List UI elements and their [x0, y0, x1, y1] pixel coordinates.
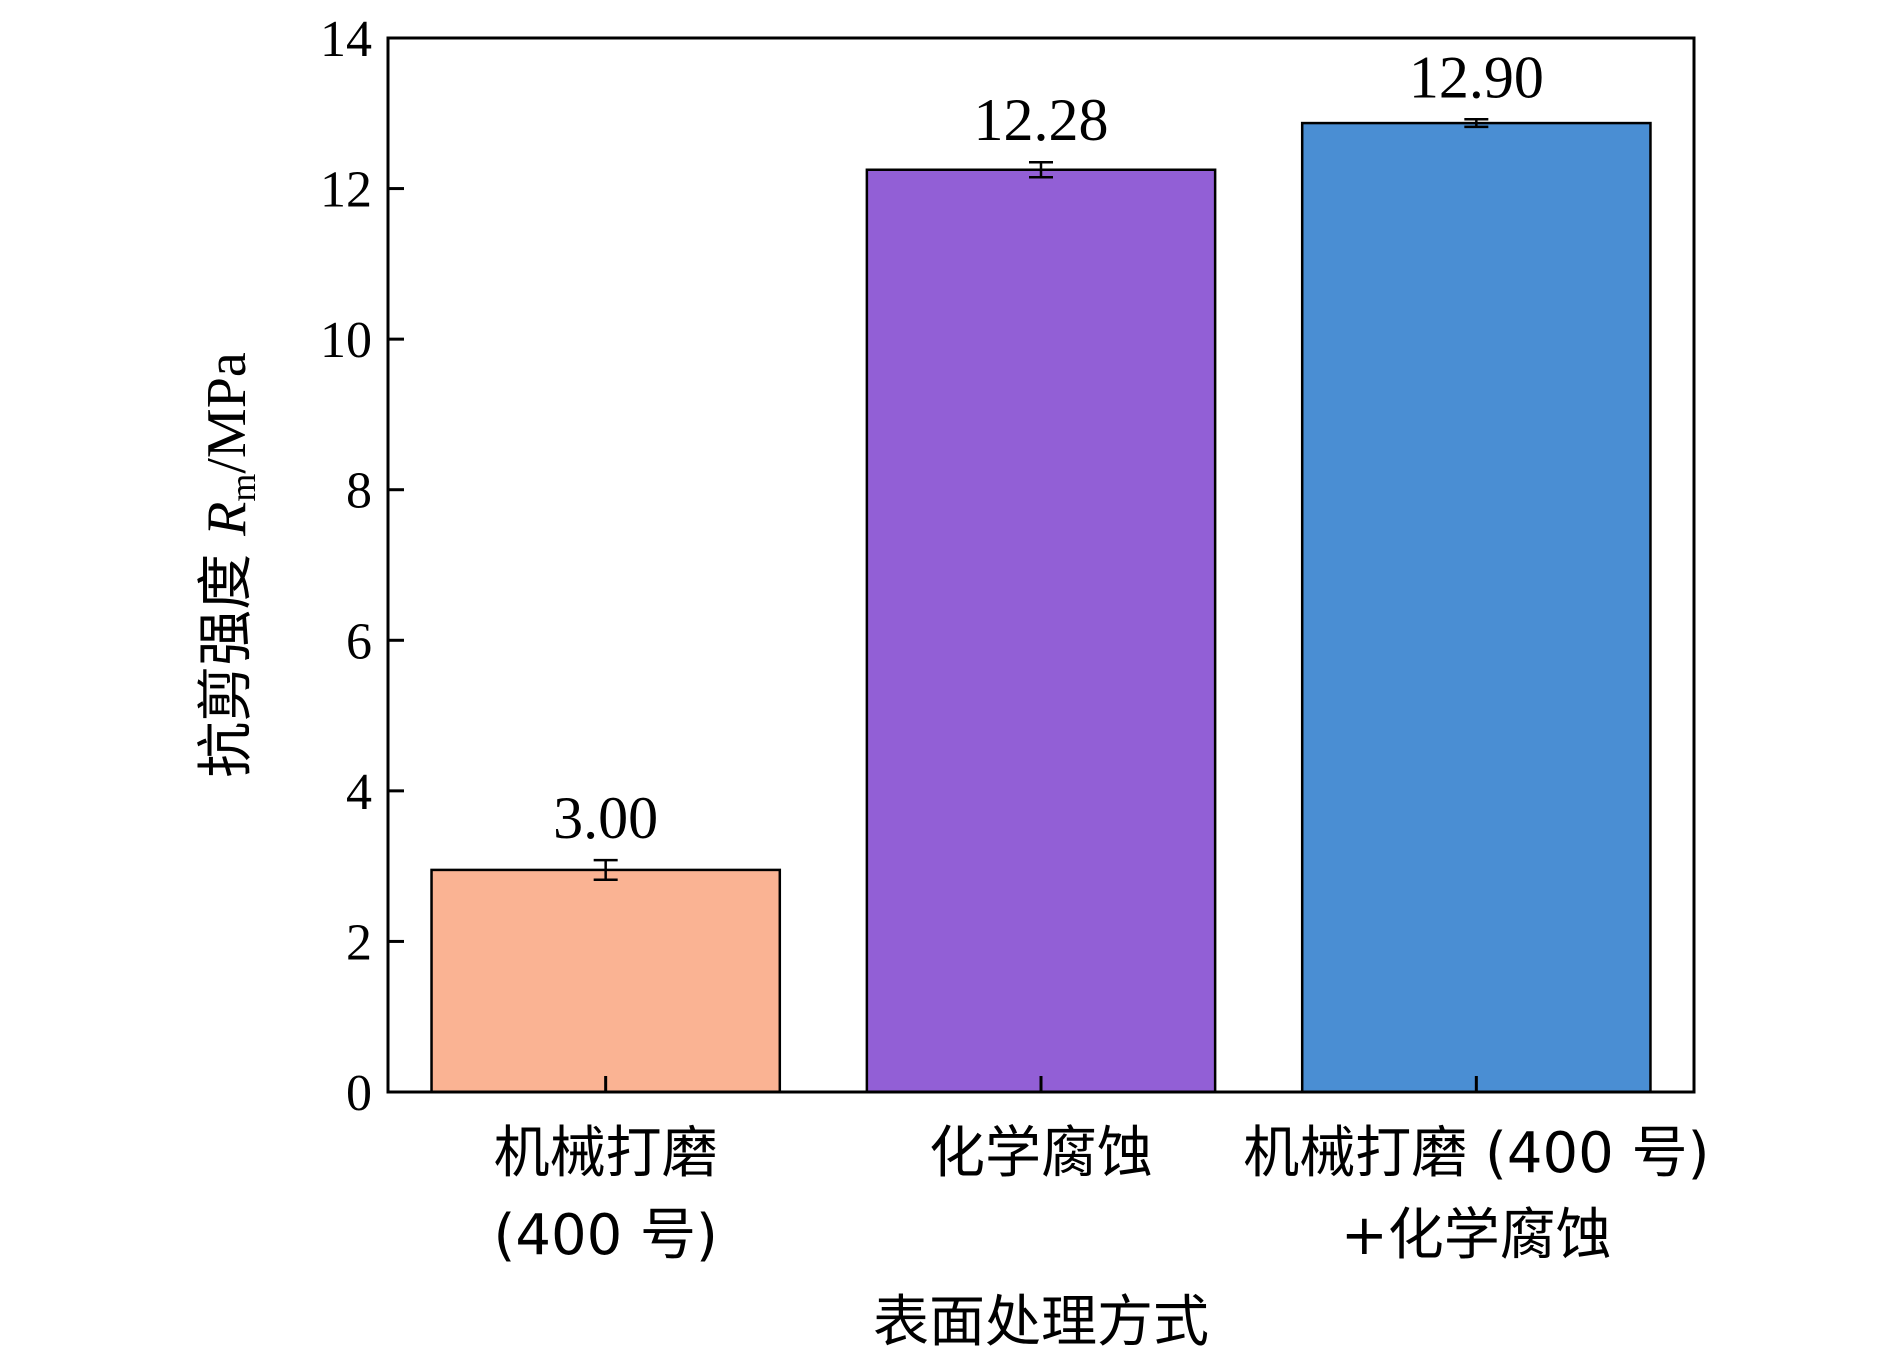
y-tick-label-0: 0 [346, 1065, 372, 1122]
y-tick-label-1: 2 [346, 914, 372, 971]
y-axis-title-subscript: m [223, 474, 263, 502]
x-category-label-3: 机械打磨 (400 号) +化学腐蚀 [1243, 1121, 1709, 1268]
y-axis-ticks: 0 2 4 6 8 10 12 14 [320, 11, 404, 1122]
error-bars-layer [593, 118, 1489, 881]
y-tick-label-5: 10 [320, 312, 372, 369]
y-tick-label-4: 8 [346, 463, 372, 520]
y-axis-title-symbol: R [196, 502, 258, 537]
data-label-2: 12.28 [974, 87, 1109, 153]
y-axis-title: 抗剪强度 Rm/MPa [194, 352, 263, 778]
x-category-label-2: 化学腐蚀 [929, 1121, 1153, 1186]
y-tick-label-7: 14 [320, 11, 372, 68]
x-axis-title: 表面处理方式 [873, 1290, 1209, 1355]
error-bar-1 [593, 858, 618, 881]
y-tick-label-6: 12 [320, 162, 372, 219]
y-tick-label-2: 4 [346, 764, 372, 821]
y-tick-label-3: 6 [346, 613, 372, 670]
bar-3 [1300, 121, 1652, 1094]
error-bar-2 [1029, 160, 1053, 179]
y-axis-title-suffix: /MPa [196, 352, 258, 473]
x-category-label-1: 机械打磨(400 号) [493, 1121, 717, 1268]
y-axis-title-prefix: 抗剪强度 [194, 536, 259, 778]
bar-2 [865, 168, 1217, 1094]
bar-1 [430, 868, 782, 1094]
data-label-3: 12.90 [1409, 44, 1544, 110]
bars-layer [430, 121, 1652, 1094]
data-labels-layer: 3.00 12.28 12.90 [553, 44, 1544, 851]
data-label-1: 3.00 [553, 785, 658, 851]
x-axis-categories: 机械打磨(400 号) 化学腐蚀 机械打磨 (400 号) +化学腐蚀 [493, 1076, 1709, 1268]
error-bar-3 [1464, 118, 1489, 129]
